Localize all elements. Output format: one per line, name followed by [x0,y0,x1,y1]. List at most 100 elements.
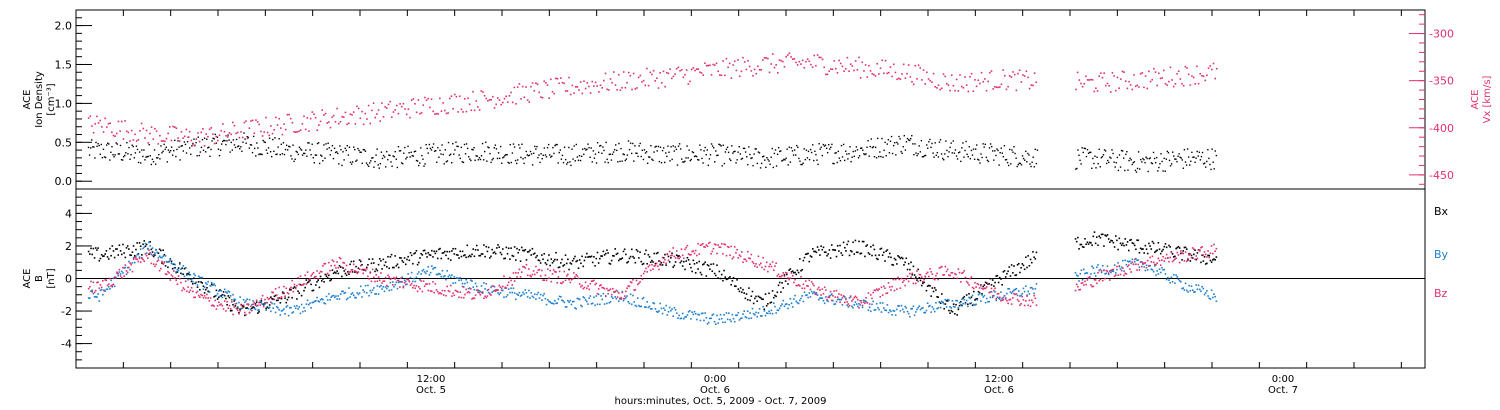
vx-series-point [430,98,433,101]
ion-density-series-point [416,160,419,162]
bx-series-point [822,246,825,249]
bz-series-point [1198,249,1201,251]
bx-series-point [829,257,832,259]
bottom-left-axis-label-line: [nT] [46,268,57,288]
vx-series-point [1093,90,1096,93]
vx-series-point [861,61,864,64]
vx-series-point [1100,72,1102,74]
bx-series-point [194,282,196,285]
bz-series-point [750,253,753,256]
top-right-tick-label: -300 [1429,28,1454,41]
by-series-point [833,303,835,306]
bz-series-point [1093,278,1096,281]
bz-series-point [671,254,673,257]
bx-series-point [457,254,459,256]
by-series-point [277,306,279,309]
bz-series-point [261,294,264,297]
vx-series-point [586,82,589,84]
by-series-point [685,316,688,318]
by-series-point [395,281,398,284]
bx-series-point [115,248,117,250]
ion-density-series-point [916,154,918,157]
vx-series-point [193,144,196,147]
bz-series-point [772,269,775,272]
vx-series-point [614,84,617,86]
vx-series-point [104,117,106,120]
bz-series-point [648,264,651,267]
by-series-point [254,308,257,311]
vx-series-point [1216,67,1218,70]
ion-density-series-point [931,142,933,145]
bx-series-point [425,252,427,255]
bz-series-point [914,282,917,285]
by-series-point [1196,288,1199,291]
by-series-point [539,293,542,296]
bx-series-point [989,277,992,280]
by-series-point [177,269,180,272]
bx-series-point [1032,251,1034,253]
vx-series-point [405,113,408,116]
by-series-point [1157,273,1160,275]
bx-series-point [901,257,904,260]
bz-series-point [517,272,519,274]
bz-series-point [498,284,501,287]
ion-density-series-point [702,162,704,164]
bz-series-point [292,290,295,293]
bx-series-point [578,259,581,261]
vx-series-point [775,64,777,66]
ion-density-series-point [592,150,595,152]
by-series-point [916,308,918,311]
vx-series-point [674,73,676,75]
bz-series-point [1178,261,1181,264]
bx-series-point [704,261,706,264]
bz-series-point [1091,285,1093,288]
bz-series-point [555,271,557,273]
bz-series-point [836,296,839,299]
bz-series-point [293,283,296,286]
bx-series-point [291,296,293,299]
bz-series-point [273,298,276,301]
ion-density-series-point [250,144,253,146]
by-series-point [220,289,222,292]
bz-series-point [186,290,188,293]
bx-series-point [580,262,582,265]
bz-series-point [581,284,583,287]
by-series-point [771,312,774,315]
ion-density-series-point [1153,157,1156,160]
bz-series-point [199,296,201,299]
vx-series-point [1028,87,1031,90]
bz-series-point [490,294,492,296]
bz-series-point [99,284,102,286]
bz-series-point [541,269,543,272]
ion-density-series-point [339,145,341,147]
bz-series-point [193,296,195,299]
bz-series-point [537,269,540,271]
bz-series-point [181,289,183,292]
bx-series-point [854,239,857,242]
x-tick-date-label: Oct. 7 [1268,385,1298,396]
bz-series-point [1010,303,1013,305]
ion-density-series-point [556,143,558,146]
ion-density-series-point [335,151,338,153]
bx-series-point [729,276,731,278]
ion-density-series-point [608,153,611,156]
bz-series-point [233,306,235,308]
by-series-point [839,298,841,301]
bx-series-point [1093,231,1096,233]
by-series-point [930,311,932,313]
vx-series-point [448,97,451,100]
bx-series-point [696,262,698,264]
ion-density-series-point [167,149,170,151]
bz-series-point [141,257,143,260]
vx-series-point [561,81,564,84]
vx-series-point [538,91,541,94]
by-series-point [666,314,669,316]
bz-series-point [906,275,909,278]
by-series-point [904,305,906,308]
by-series-point [1000,291,1002,293]
bx-series-point [1105,235,1108,237]
ion-density-series-point [1158,166,1160,169]
vx-series-point [1080,82,1082,85]
bz-series-point [774,265,776,267]
ion-density-series-point [420,147,422,149]
